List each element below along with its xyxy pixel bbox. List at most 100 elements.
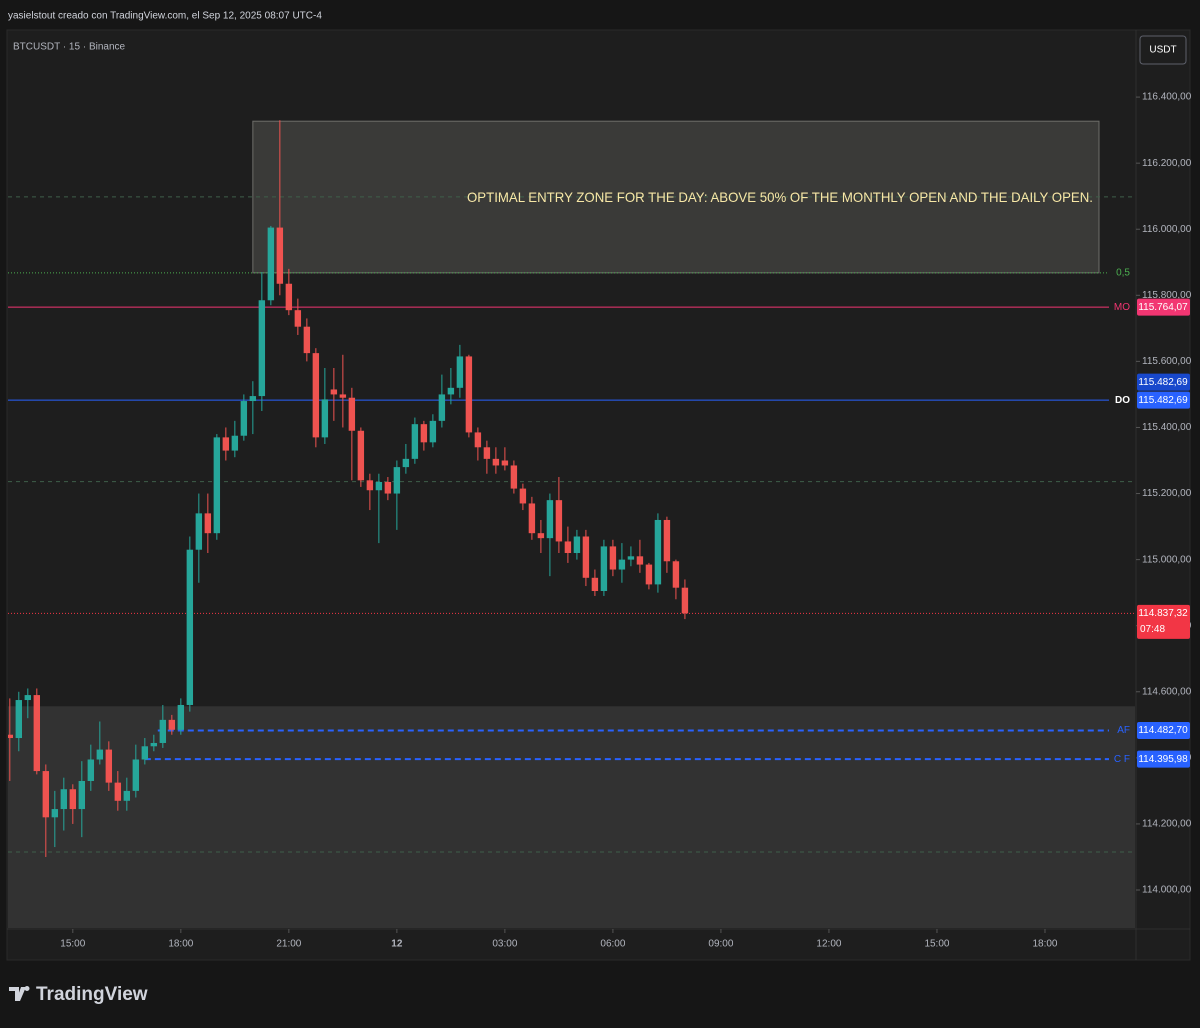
- x-tick-label: 12:00: [816, 939, 841, 950]
- candle-body: [159, 719, 167, 743]
- candle-body: [69, 789, 77, 810]
- y-tick-label: 116.200,00: [1142, 158, 1192, 169]
- y-tick-label: 115.600,00: [1142, 356, 1192, 367]
- y-tick-label: 115.000,00: [1142, 554, 1192, 565]
- candle-body: [636, 556, 644, 565]
- y-tick-label: 115.800,00: [1142, 290, 1192, 301]
- price-tag-label: 114.482,70: [1138, 725, 1188, 736]
- candle-body: [384, 481, 392, 494]
- price-tag: [1137, 391, 1190, 409]
- candle-body: [501, 460, 509, 466]
- candle-body: [195, 513, 203, 550]
- price-tag-label: 115.764,07: [1138, 302, 1188, 313]
- price-tag: [1137, 722, 1190, 740]
- candle-body: [681, 587, 689, 614]
- candle-body: [114, 782, 122, 801]
- symbol-info: BTCUSDT · 15 · Binance: [13, 42, 126, 53]
- price-tag: [1137, 604, 1190, 639]
- credit: yasielstout creado con TradingView.com, …: [8, 11, 322, 22]
- candle-body: [528, 503, 536, 534]
- price-tag: [1137, 750, 1190, 768]
- candle-body: [672, 561, 680, 588]
- candle-body: [276, 227, 284, 284]
- candle-body: [573, 536, 581, 554]
- candle-body: [465, 356, 473, 433]
- candle-body: [15, 700, 23, 739]
- price-tag-label: 115.482,69: [1138, 377, 1188, 388]
- candle-body: [267, 227, 275, 301]
- x-tick-label: 21:00: [276, 939, 301, 950]
- y-tick-label: 116.000,00: [1142, 224, 1192, 235]
- brand-logo: TradingView: [9, 984, 148, 1005]
- candle-body: [519, 488, 527, 504]
- candle-body: [204, 513, 212, 534]
- x-tick-label: 15:00: [60, 939, 85, 950]
- candle-body: [564, 541, 572, 554]
- candle-body: [249, 396, 257, 402]
- candle-body: [645, 564, 653, 585]
- candle-body: [312, 353, 320, 438]
- candle-body: [366, 480, 374, 491]
- price-tag-label: 115.482,69: [1138, 395, 1188, 406]
- price-tag: [1137, 298, 1190, 316]
- candle-body: [231, 435, 239, 451]
- plot-layer: [8, 120, 1135, 928]
- candle-body: [186, 549, 194, 705]
- candle-body: [168, 719, 176, 730]
- candle-body: [537, 533, 545, 539]
- currency-button[interactable]: [1139, 35, 1187, 65]
- brand-icon: [9, 986, 30, 1001]
- y-tick-label: 115.400,00: [1142, 422, 1192, 433]
- candle-body: [222, 437, 230, 451]
- level-name: 0,5: [1116, 267, 1130, 278]
- candle-body: [177, 704, 185, 730]
- candle-body: [420, 424, 428, 443]
- y-tick-label: 114.600,00: [1142, 686, 1192, 697]
- plot-area: [8, 120, 1135, 928]
- x-tick-label: 15:00: [924, 939, 949, 950]
- candle-body: [33, 695, 41, 772]
- level-name: C F: [1114, 754, 1130, 765]
- candle-body: [663, 519, 671, 562]
- level-name: DO: [1115, 395, 1130, 406]
- candle-body: [654, 519, 662, 585]
- annotation: OPTIMAL ENTRY ZONE FOR THE DAY: ABOVE 50…: [467, 189, 1093, 205]
- y-tick-label: 114.200,00: [1142, 819, 1192, 830]
- candle-body: [240, 401, 248, 436]
- x-tick-label: 18:00: [1032, 939, 1057, 950]
- x-tick-label: 12: [391, 939, 403, 950]
- candle-body: [321, 399, 329, 438]
- candle-body: [123, 790, 131, 801]
- candle-body: [258, 300, 266, 397]
- candle-body: [438, 394, 446, 421]
- candle-body: [609, 546, 617, 570]
- candle-body: [546, 500, 554, 539]
- candle-body: [87, 759, 95, 781]
- x-tick-label: 06:00: [600, 939, 625, 950]
- candle-body: [474, 432, 482, 448]
- currency-label: USDT: [1149, 45, 1176, 56]
- candle-body: [78, 780, 86, 810]
- candle-body: [627, 556, 635, 560]
- candle-body: [348, 397, 356, 431]
- candle-body: [213, 437, 221, 534]
- candle-body: [402, 458, 410, 468]
- price-tag-label: 114.837,32: [1138, 608, 1188, 619]
- y-tick-label: 115.200,00: [1142, 488, 1192, 499]
- candle-body: [555, 500, 563, 542]
- countdown: 07:48: [1140, 624, 1165, 635]
- candle-body: [492, 458, 500, 466]
- candle-body: [294, 310, 302, 327]
- candle-body: [411, 424, 419, 459]
- candle-body: [141, 746, 149, 760]
- candle-body: [447, 387, 455, 395]
- x-tick-label: 09:00: [708, 939, 733, 950]
- candle-body: [150, 742, 158, 747]
- level-name: AF: [1117, 725, 1130, 736]
- candle-body: [375, 481, 383, 491]
- price-tag-label: 114.395,98: [1138, 754, 1188, 765]
- candle-body: [105, 749, 113, 783]
- candle-body: [132, 759, 140, 791]
- candle-body: [510, 465, 518, 489]
